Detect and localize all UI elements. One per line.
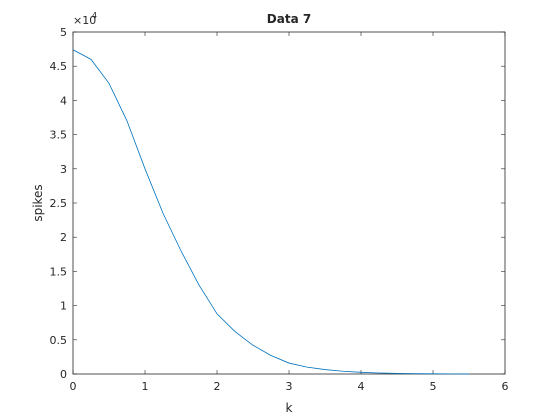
y-tick-label: 1 [60,300,67,313]
y-tick-label: 3 [60,163,67,176]
y-tick-label: 0 [60,368,67,381]
y-tick-label: 1.5 [50,265,68,278]
y-tick-label: 4.5 [50,60,68,73]
y-axis-label: spikes [31,184,45,221]
x-tick-label: 0 [70,380,77,393]
x-tick-label: 2 [214,380,221,393]
y-tick-label: 3.5 [50,129,68,142]
y-tick-label: 4 [60,94,67,107]
x-tick-label: 5 [430,380,437,393]
y-tick-label: 2.5 [50,197,68,210]
x-tick-label: 3 [286,380,293,393]
y-scale-exponent: 4 [92,11,97,20]
y-tick-label: 2 [60,231,67,244]
x-tick-label: 4 [358,380,365,393]
chart-title: Data 7 [267,12,311,26]
x-tick-label: 1 [142,380,149,393]
data-line [72,49,470,375]
y-scale-label: ×10 [73,14,96,27]
plot-box [72,31,506,375]
x-axis-label: k [286,401,293,415]
x-tick-label: 6 [502,380,509,393]
y-tick-label: 0.5 [50,334,68,347]
y-tick-label: 5 [60,26,67,39]
